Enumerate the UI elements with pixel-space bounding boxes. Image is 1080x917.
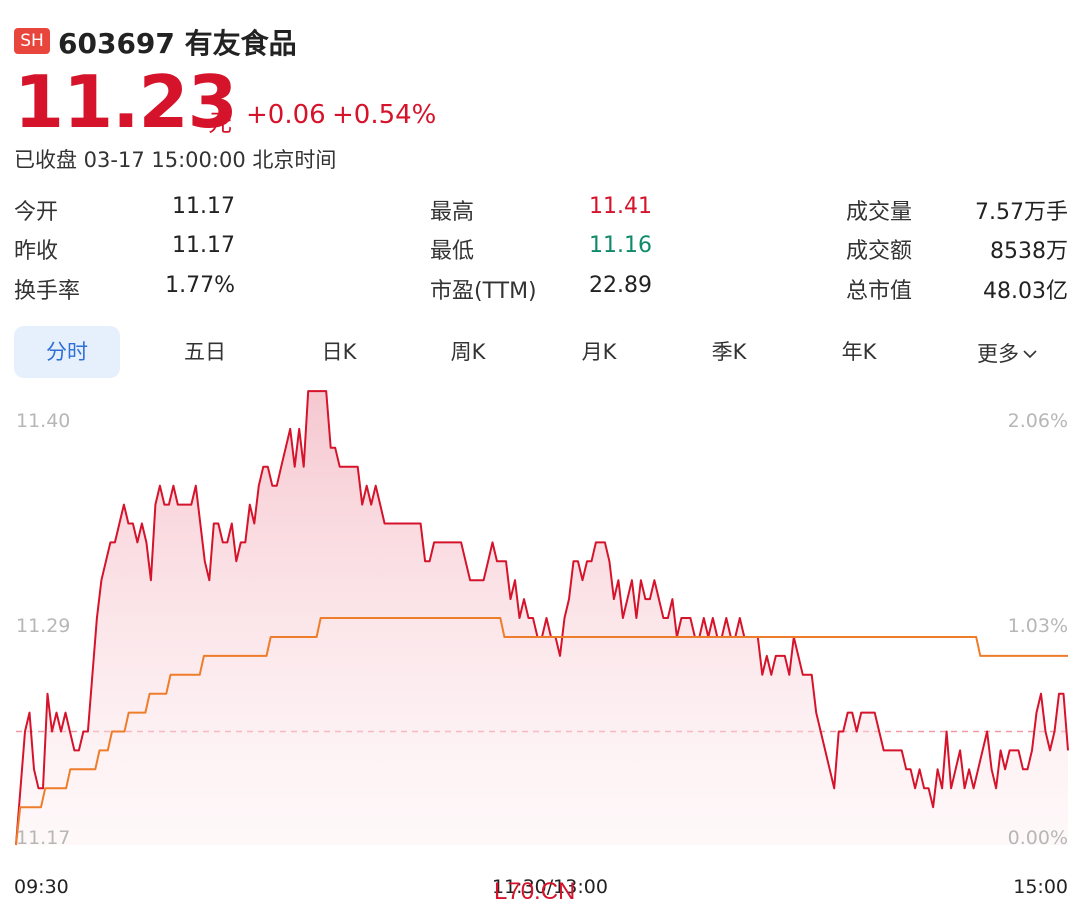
stat-value-high: 11.41 (589, 194, 652, 219)
watermark: L70.CN (494, 878, 576, 905)
market-badge: SH (14, 28, 50, 54)
stat-value-market-cap: 48.03亿 (983, 279, 1068, 304)
stat-label-turnover: 成交额 (846, 239, 913, 264)
stat-value-turnover-rate: 1.77% (165, 273, 235, 298)
tab-intraday[interactable]: 分时 (14, 326, 120, 378)
tab-weekly-k[interactable]: 周K (450, 340, 486, 364)
tab-more-label: 更多 (977, 342, 1019, 366)
stat-value-pe: 22.89 (589, 273, 652, 298)
stat-value-low: 11.16 (589, 233, 652, 258)
intraday-chart (15, 390, 1069, 846)
stat-label-prev-close: 昨收 (14, 239, 59, 264)
y-right-tick-top: 2.06% (1007, 410, 1068, 432)
price-change-pct: +0.54% (332, 100, 437, 130)
y-right-tick-mid: 1.03% (1007, 615, 1068, 637)
stock-title: 603697 有友食品 (58, 27, 297, 60)
stat-label-turnover-rate: 换手率 (14, 279, 81, 304)
tab-more[interactable]: 更多 (952, 326, 1062, 378)
stat-value-turnover: 8538万 (990, 239, 1068, 264)
market-status: 已收盘 03-17 15:00:00 北京时间 (14, 148, 337, 172)
stat-label-market-cap: 总市值 (846, 279, 913, 304)
x-tick-midday: 11:30/13:00 (492, 876, 608, 898)
stat-label-high: 最高 (430, 200, 475, 225)
stat-value-volume: 7.57万手 (975, 200, 1068, 225)
tab-daily-k[interactable]: 日K (321, 340, 357, 364)
price-change: +0.06 (246, 100, 326, 130)
stat-value-open: 11.17 (172, 194, 235, 219)
stat-label-pe: 市盈(TTM) (430, 279, 537, 304)
y-left-tick-top: 11.40 (16, 410, 71, 432)
price-area (16, 391, 1068, 845)
tab-five-day[interactable]: 五日 (184, 340, 226, 364)
tab-quarterly-k[interactable]: 季K (711, 340, 747, 364)
chevron-down-icon (1023, 326, 1037, 378)
x-tick-open: 09:30 (14, 876, 69, 898)
chart-tab-bar: 分时 五日 日K 周K 月K 季K 年K 更多 (0, 326, 1080, 380)
price-unit: 元 (208, 109, 232, 137)
y-right-tick-bottom: 0.00% (1007, 827, 1068, 849)
current-price: 11.23 (14, 60, 238, 144)
stat-value-prev-close: 11.17 (172, 233, 235, 258)
stat-label-open: 今开 (14, 200, 59, 225)
average-price-line (15, 617, 1068, 846)
y-left-tick-mid: 11.29 (16, 615, 71, 637)
tab-yearly-k[interactable]: 年K (841, 340, 877, 364)
tab-monthly-k[interactable]: 月K (581, 340, 617, 364)
stat-label-low: 最低 (430, 239, 475, 264)
stat-label-volume: 成交量 (846, 200, 913, 225)
x-tick-close: 15:00 (1013, 876, 1068, 898)
y-left-tick-bottom: 11.17 (16, 827, 71, 849)
